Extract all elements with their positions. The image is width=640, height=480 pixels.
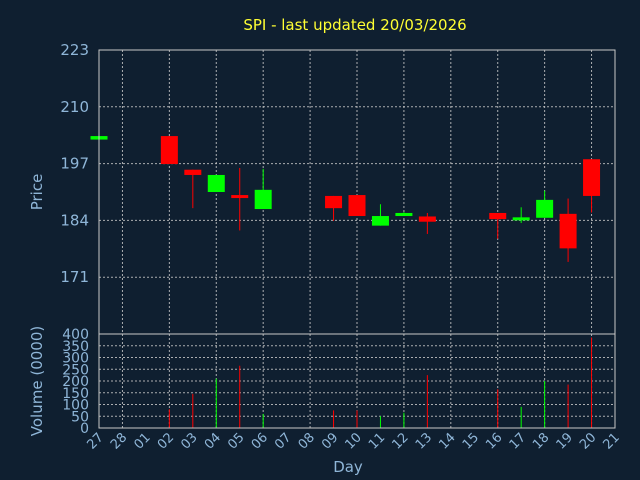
x-tick-label: 21	[601, 430, 623, 452]
x-tick-labels: 27 28 01 02 03 04 05 06 07 08 09 10 11 12 13 14 15 16 17 18…	[85, 430, 623, 452]
candle-body	[348, 195, 366, 217]
x-tick-label: 16	[483, 430, 505, 452]
price-tick-label: 210	[60, 98, 89, 116]
volume-panel-frame	[98, 333, 616, 429]
volume-tick-label: 250	[62, 362, 89, 378]
volume-tick-label: 350	[62, 339, 89, 355]
x-tick-label: 14	[436, 430, 458, 452]
x-tick-label: 08	[296, 430, 318, 452]
x-tick-label: 12	[389, 430, 411, 452]
x-tick-label: 18	[530, 430, 552, 452]
x-tick-label: 02	[155, 430, 177, 452]
x-tick-label: 01	[131, 430, 153, 452]
candle-body	[371, 216, 389, 226]
candle-body	[325, 195, 343, 209]
price-tick-label: 171	[60, 268, 89, 286]
candle-body	[583, 159, 601, 196]
volume-tick-label: 400	[62, 327, 89, 343]
volume-series	[168, 337, 593, 428]
chart-title: SPI - last updated 20/03/2026	[243, 16, 466, 34]
volume-tick-label: 150	[62, 386, 89, 402]
x-tick-label: 28	[108, 430, 130, 452]
x-tick-label: 06	[249, 430, 271, 452]
price-tick-label: 223	[60, 41, 89, 59]
x-tick-label: 10	[343, 430, 365, 452]
candle-body	[559, 213, 577, 249]
x-tick-label: 07	[272, 430, 294, 452]
candle-body	[536, 199, 554, 218]
candle-body	[160, 136, 178, 165]
grid-layer	[99, 50, 615, 428]
price-tick-labels: 223 210 197 184 171	[60, 41, 89, 286]
price-tick-label: 197	[60, 155, 89, 173]
candle-body	[395, 212, 413, 217]
x-tick-label: 03	[178, 430, 200, 452]
candle-body	[184, 169, 202, 175]
candle-body	[512, 217, 530, 221]
volume-axis-label: Volume (0000)	[28, 326, 46, 436]
x-tick-label: 11	[366, 430, 388, 452]
candle-body	[254, 189, 272, 210]
candle-series	[90, 136, 601, 262]
x-tick-label: 13	[413, 430, 435, 452]
volume-tick-label: 300	[62, 351, 89, 367]
x-tick-label: 05	[225, 430, 247, 452]
x-tick-label: 04	[202, 430, 224, 452]
x-tick-label: 17	[507, 430, 529, 452]
price-axis-label: Price	[28, 174, 46, 211]
x-tick-label: 19	[554, 430, 576, 452]
x-tick-label: 15	[460, 430, 482, 452]
candle-body	[207, 174, 225, 192]
candle-body	[418, 216, 436, 222]
volume-tick-label: 100	[62, 398, 89, 414]
candle-body	[489, 212, 507, 220]
x-tick-label: 09	[319, 430, 341, 452]
volume-tick-label: 0	[80, 421, 89, 437]
x-axis-label: Day	[333, 458, 363, 476]
candle-body	[231, 195, 249, 199]
volume-tick-label: 200	[62, 374, 89, 390]
price-tick-label: 184	[60, 211, 89, 229]
x-tick-label: 20	[577, 430, 599, 452]
volume-tick-label: 50	[71, 409, 89, 425]
